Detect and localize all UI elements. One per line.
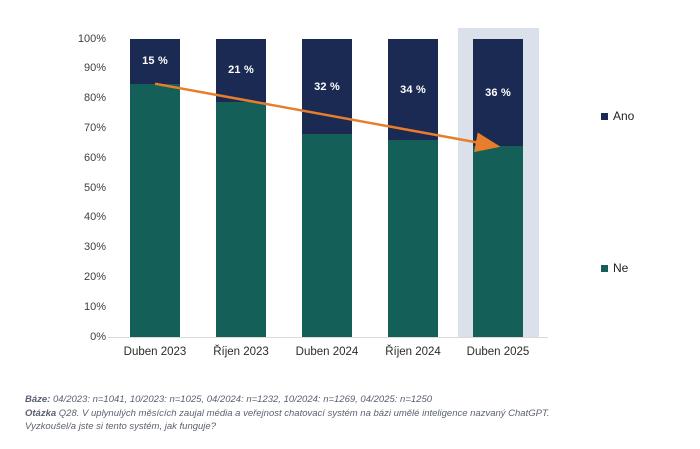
- bar-segment-ne: [473, 146, 523, 337]
- base-note-label: Báze:: [25, 394, 51, 405]
- question-note-text: Q28. V uplynulých měsících zaujal média …: [56, 407, 550, 419]
- legend-label-ano: Ano: [613, 109, 635, 123]
- bar-value-label: 21 %: [228, 64, 254, 77]
- y-axis-tick-label: 10%: [83, 300, 106, 313]
- legend-item-ano: Ano: [601, 109, 634, 123]
- bar-value-label: 32 %: [314, 80, 340, 93]
- bar-segment-ano: [130, 39, 180, 84]
- y-axis-tick-label: 0%: [90, 330, 106, 343]
- bar-value-label: 15 %: [142, 55, 168, 68]
- x-axis-category-label: Duben 2023: [123, 346, 187, 358]
- x-axis-category-label: Duben 2025: [466, 346, 530, 358]
- footnotes: Báze: 04/2023: n=1041, 10/2023: n=1025, …: [25, 393, 685, 434]
- x-axis-category-label: Duben 2024: [295, 346, 359, 358]
- y-axis-tick-label: 20%: [83, 270, 106, 283]
- y-axis-tick-label: 50%: [83, 181, 106, 194]
- y-axis-tick-label: 70%: [83, 121, 106, 134]
- legend-swatch-ne: [601, 264, 608, 272]
- legend-item-ne: Ne: [601, 261, 628, 275]
- y-axis-tick-label: 40%: [83, 211, 106, 224]
- bar-value-label: 34 %: [400, 83, 426, 96]
- x-axis-line: [108, 337, 548, 338]
- question-note-text2: Vyzkoušel/a jste si tento systém, jak fu…: [25, 421, 216, 432]
- y-axis-tick-label: 80%: [83, 92, 106, 105]
- y-axis-tick-label: 60%: [83, 151, 106, 164]
- base-note-text: 04/2023: n=1041, 10/2023: n=1025, 04/202…: [50, 394, 433, 405]
- bar-segment-ne: [216, 101, 266, 337]
- y-axis-tick-label: 100%: [77, 32, 106, 45]
- legend-label-ne: Ne: [613, 261, 629, 275]
- bar-segment-ne: [388, 140, 438, 337]
- y-axis-tick-label: 90%: [83, 62, 106, 75]
- bar-value-label: 36 %: [485, 86, 511, 99]
- bar-segment-ne: [302, 134, 352, 337]
- x-axis-category-label: Říjen 2023: [213, 346, 269, 358]
- question-note-line2: Vyzkoušel/a jste si tento systém, jak fu…: [25, 420, 685, 434]
- base-note: Báze: 04/2023: n=1041, 10/2023: n=1025, …: [25, 393, 685, 407]
- question-note-label: Otázka: [25, 407, 57, 419]
- bar-segment-ne: [130, 83, 180, 337]
- legend-swatch-ano: [601, 112, 608, 120]
- y-axis-tick-label: 30%: [83, 241, 106, 254]
- x-axis-category-label: Říjen 2024: [385, 346, 441, 358]
- question-note: Otázka Q28. V uplynulých měsících zaujal…: [25, 407, 685, 421]
